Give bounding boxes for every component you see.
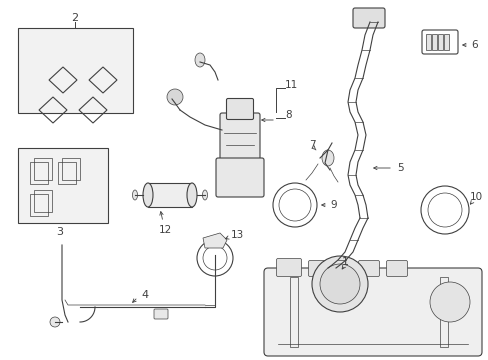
FancyBboxPatch shape: [226, 99, 253, 120]
FancyBboxPatch shape: [308, 261, 329, 276]
FancyBboxPatch shape: [332, 261, 355, 276]
Text: 5: 5: [396, 163, 403, 173]
Bar: [30, 162, 48, 184]
Text: 8: 8: [285, 110, 291, 120]
Circle shape: [167, 89, 183, 105]
Bar: [443, 34, 448, 50]
Polygon shape: [203, 233, 226, 248]
FancyBboxPatch shape: [276, 258, 301, 276]
Circle shape: [429, 282, 469, 322]
Circle shape: [50, 317, 60, 327]
Ellipse shape: [132, 190, 137, 200]
Bar: [34, 190, 52, 212]
Bar: [437, 34, 442, 50]
FancyBboxPatch shape: [264, 268, 481, 356]
FancyBboxPatch shape: [358, 261, 379, 276]
Bar: [148, 183, 192, 207]
Bar: [30, 194, 48, 216]
Ellipse shape: [195, 53, 204, 67]
Text: 7: 7: [308, 140, 315, 150]
Text: 6: 6: [471, 40, 477, 50]
Text: 2: 2: [71, 13, 79, 23]
Bar: [18, 148, 108, 223]
Text: 1: 1: [341, 257, 348, 267]
FancyBboxPatch shape: [154, 309, 168, 319]
FancyBboxPatch shape: [216, 158, 264, 197]
Text: 12: 12: [158, 225, 171, 235]
Ellipse shape: [202, 190, 207, 200]
Bar: [289, 277, 297, 347]
Ellipse shape: [142, 183, 153, 207]
Bar: [439, 277, 447, 347]
FancyBboxPatch shape: [352, 8, 384, 28]
Text: 10: 10: [468, 192, 482, 202]
Ellipse shape: [186, 183, 197, 207]
Bar: [62, 158, 80, 180]
Text: 3: 3: [57, 227, 63, 237]
Text: 9: 9: [329, 200, 336, 210]
FancyBboxPatch shape: [386, 261, 407, 276]
Circle shape: [319, 264, 359, 304]
Bar: [425, 34, 430, 50]
Text: 11: 11: [285, 80, 298, 90]
Text: 4: 4: [141, 290, 148, 300]
Circle shape: [311, 256, 367, 312]
Bar: [34, 158, 52, 180]
FancyBboxPatch shape: [220, 113, 260, 162]
Ellipse shape: [321, 150, 333, 166]
Text: 13: 13: [230, 230, 243, 240]
Bar: [18, 28, 133, 113]
Bar: [58, 162, 76, 184]
Bar: [431, 34, 436, 50]
